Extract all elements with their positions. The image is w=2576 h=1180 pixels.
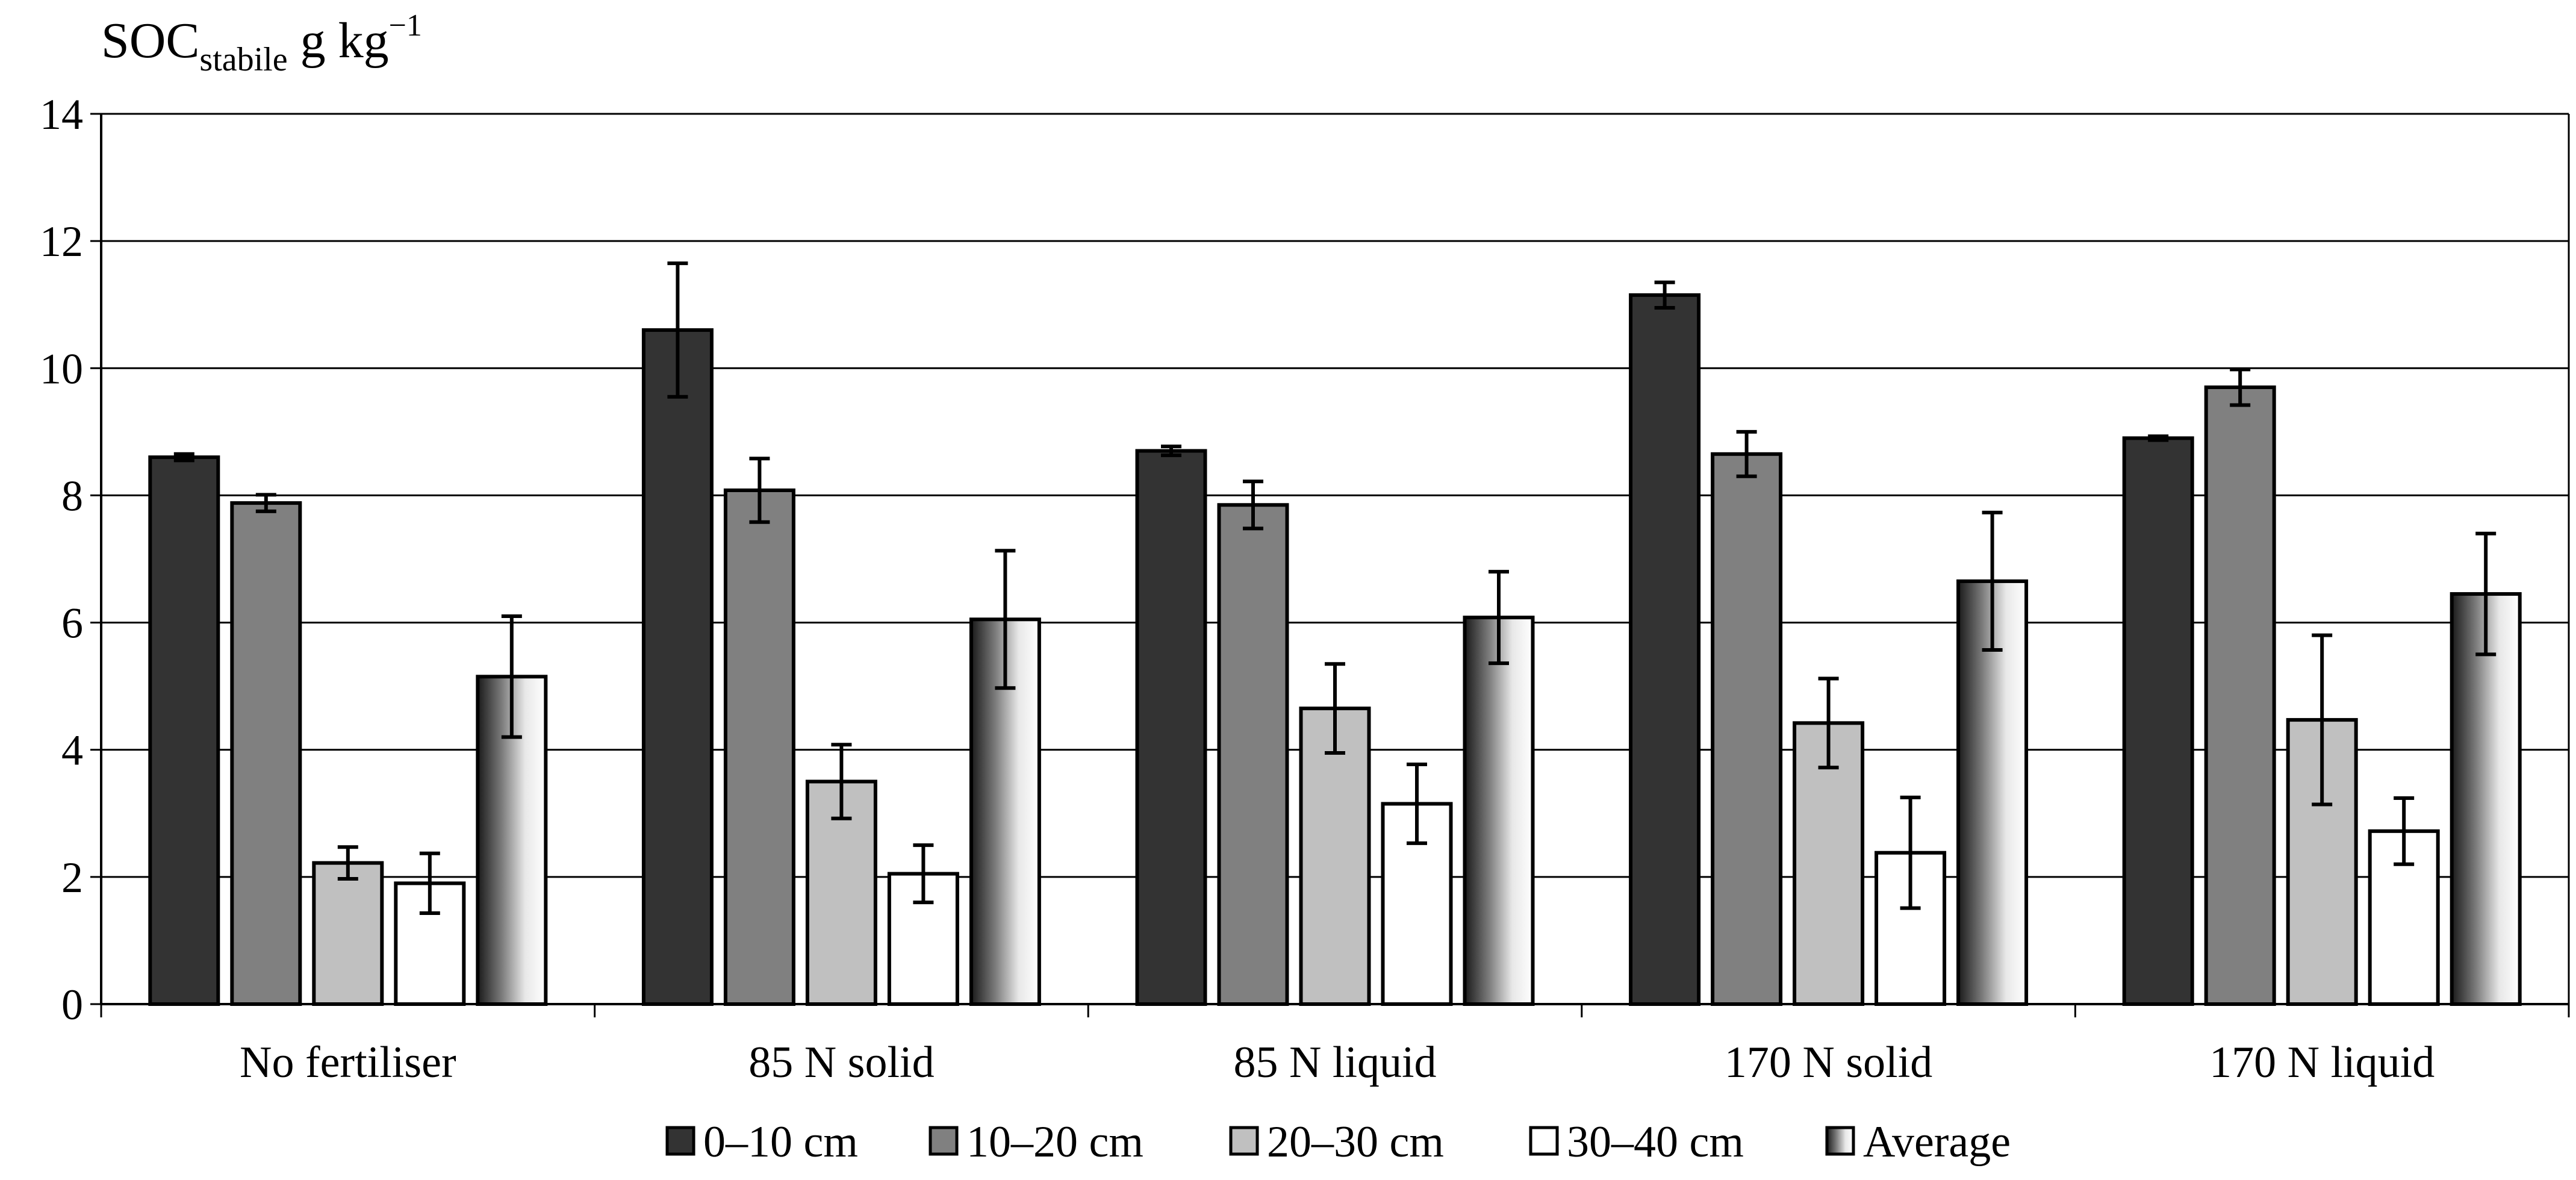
x-category-label: 170 N solid — [1725, 1038, 1932, 1087]
y-axis-ticks: 0 2 4 6 8 10 12 14 — [40, 90, 101, 1029]
bar — [230, 501, 302, 1006]
bar — [1463, 616, 1535, 1006]
y-tick-label: 0 — [61, 981, 83, 1029]
x-category-label: 170 N liquid — [2209, 1038, 2434, 1087]
x-category-label: No fertiliser — [240, 1038, 456, 1087]
title-main: SOC — [101, 13, 199, 69]
y-tick-label: 4 — [61, 726, 83, 775]
error-bars — [173, 261, 2497, 916]
bar — [2204, 385, 2276, 1006]
legend-label: Average — [1863, 1117, 2011, 1167]
legend-swatch — [929, 1126, 959, 1156]
title-subscript: stabile — [199, 41, 287, 78]
bar — [1956, 579, 2029, 1006]
bar — [148, 455, 220, 1006]
y-tick-label: 14 — [40, 90, 83, 139]
bars — [148, 293, 2522, 1007]
x-category-label: 85 N liquid — [1233, 1038, 1436, 1087]
title-superscript: −1 — [389, 8, 422, 43]
legend-swatch — [1529, 1126, 1559, 1156]
chart-title: SOCstabile g kg−1 — [101, 8, 422, 78]
bar — [1217, 503, 1289, 1006]
y-tick-label: 10 — [40, 345, 83, 393]
legend: 0–10 cm 10–20 cm 20–30 cm 30–40 cm Average — [665, 1117, 2011, 1167]
y-tick-label: 6 — [61, 599, 83, 648]
legend-swatch — [1825, 1126, 1855, 1156]
legend-label: 10–20 cm — [966, 1117, 1143, 1167]
legend-swatch — [665, 1126, 695, 1156]
bar — [2122, 436, 2194, 1006]
y-tick-label: 12 — [40, 217, 83, 266]
bar — [1629, 293, 1701, 1007]
x-category-label: 85 N solid — [748, 1038, 934, 1087]
legend-swatch — [1229, 1126, 1259, 1156]
legend-label: 0–10 cm — [703, 1117, 858, 1167]
bar — [312, 861, 384, 1007]
x-axis-categories: No fertiliser 85 N solid 85 N liquid 170 N … — [240, 1038, 2434, 1087]
bar — [1135, 449, 1207, 1006]
y-tick-label: 8 — [61, 472, 83, 520]
title-unit: g kg — [288, 13, 389, 69]
y-tick-label: 2 — [61, 854, 83, 902]
axes — [100, 114, 2570, 1017]
legend-label: 20–30 cm — [1267, 1117, 1444, 1167]
bar — [641, 328, 714, 1006]
bar — [1711, 452, 1783, 1006]
bar — [723, 488, 795, 1006]
legend-label: 30–40 cm — [1567, 1117, 1744, 1167]
